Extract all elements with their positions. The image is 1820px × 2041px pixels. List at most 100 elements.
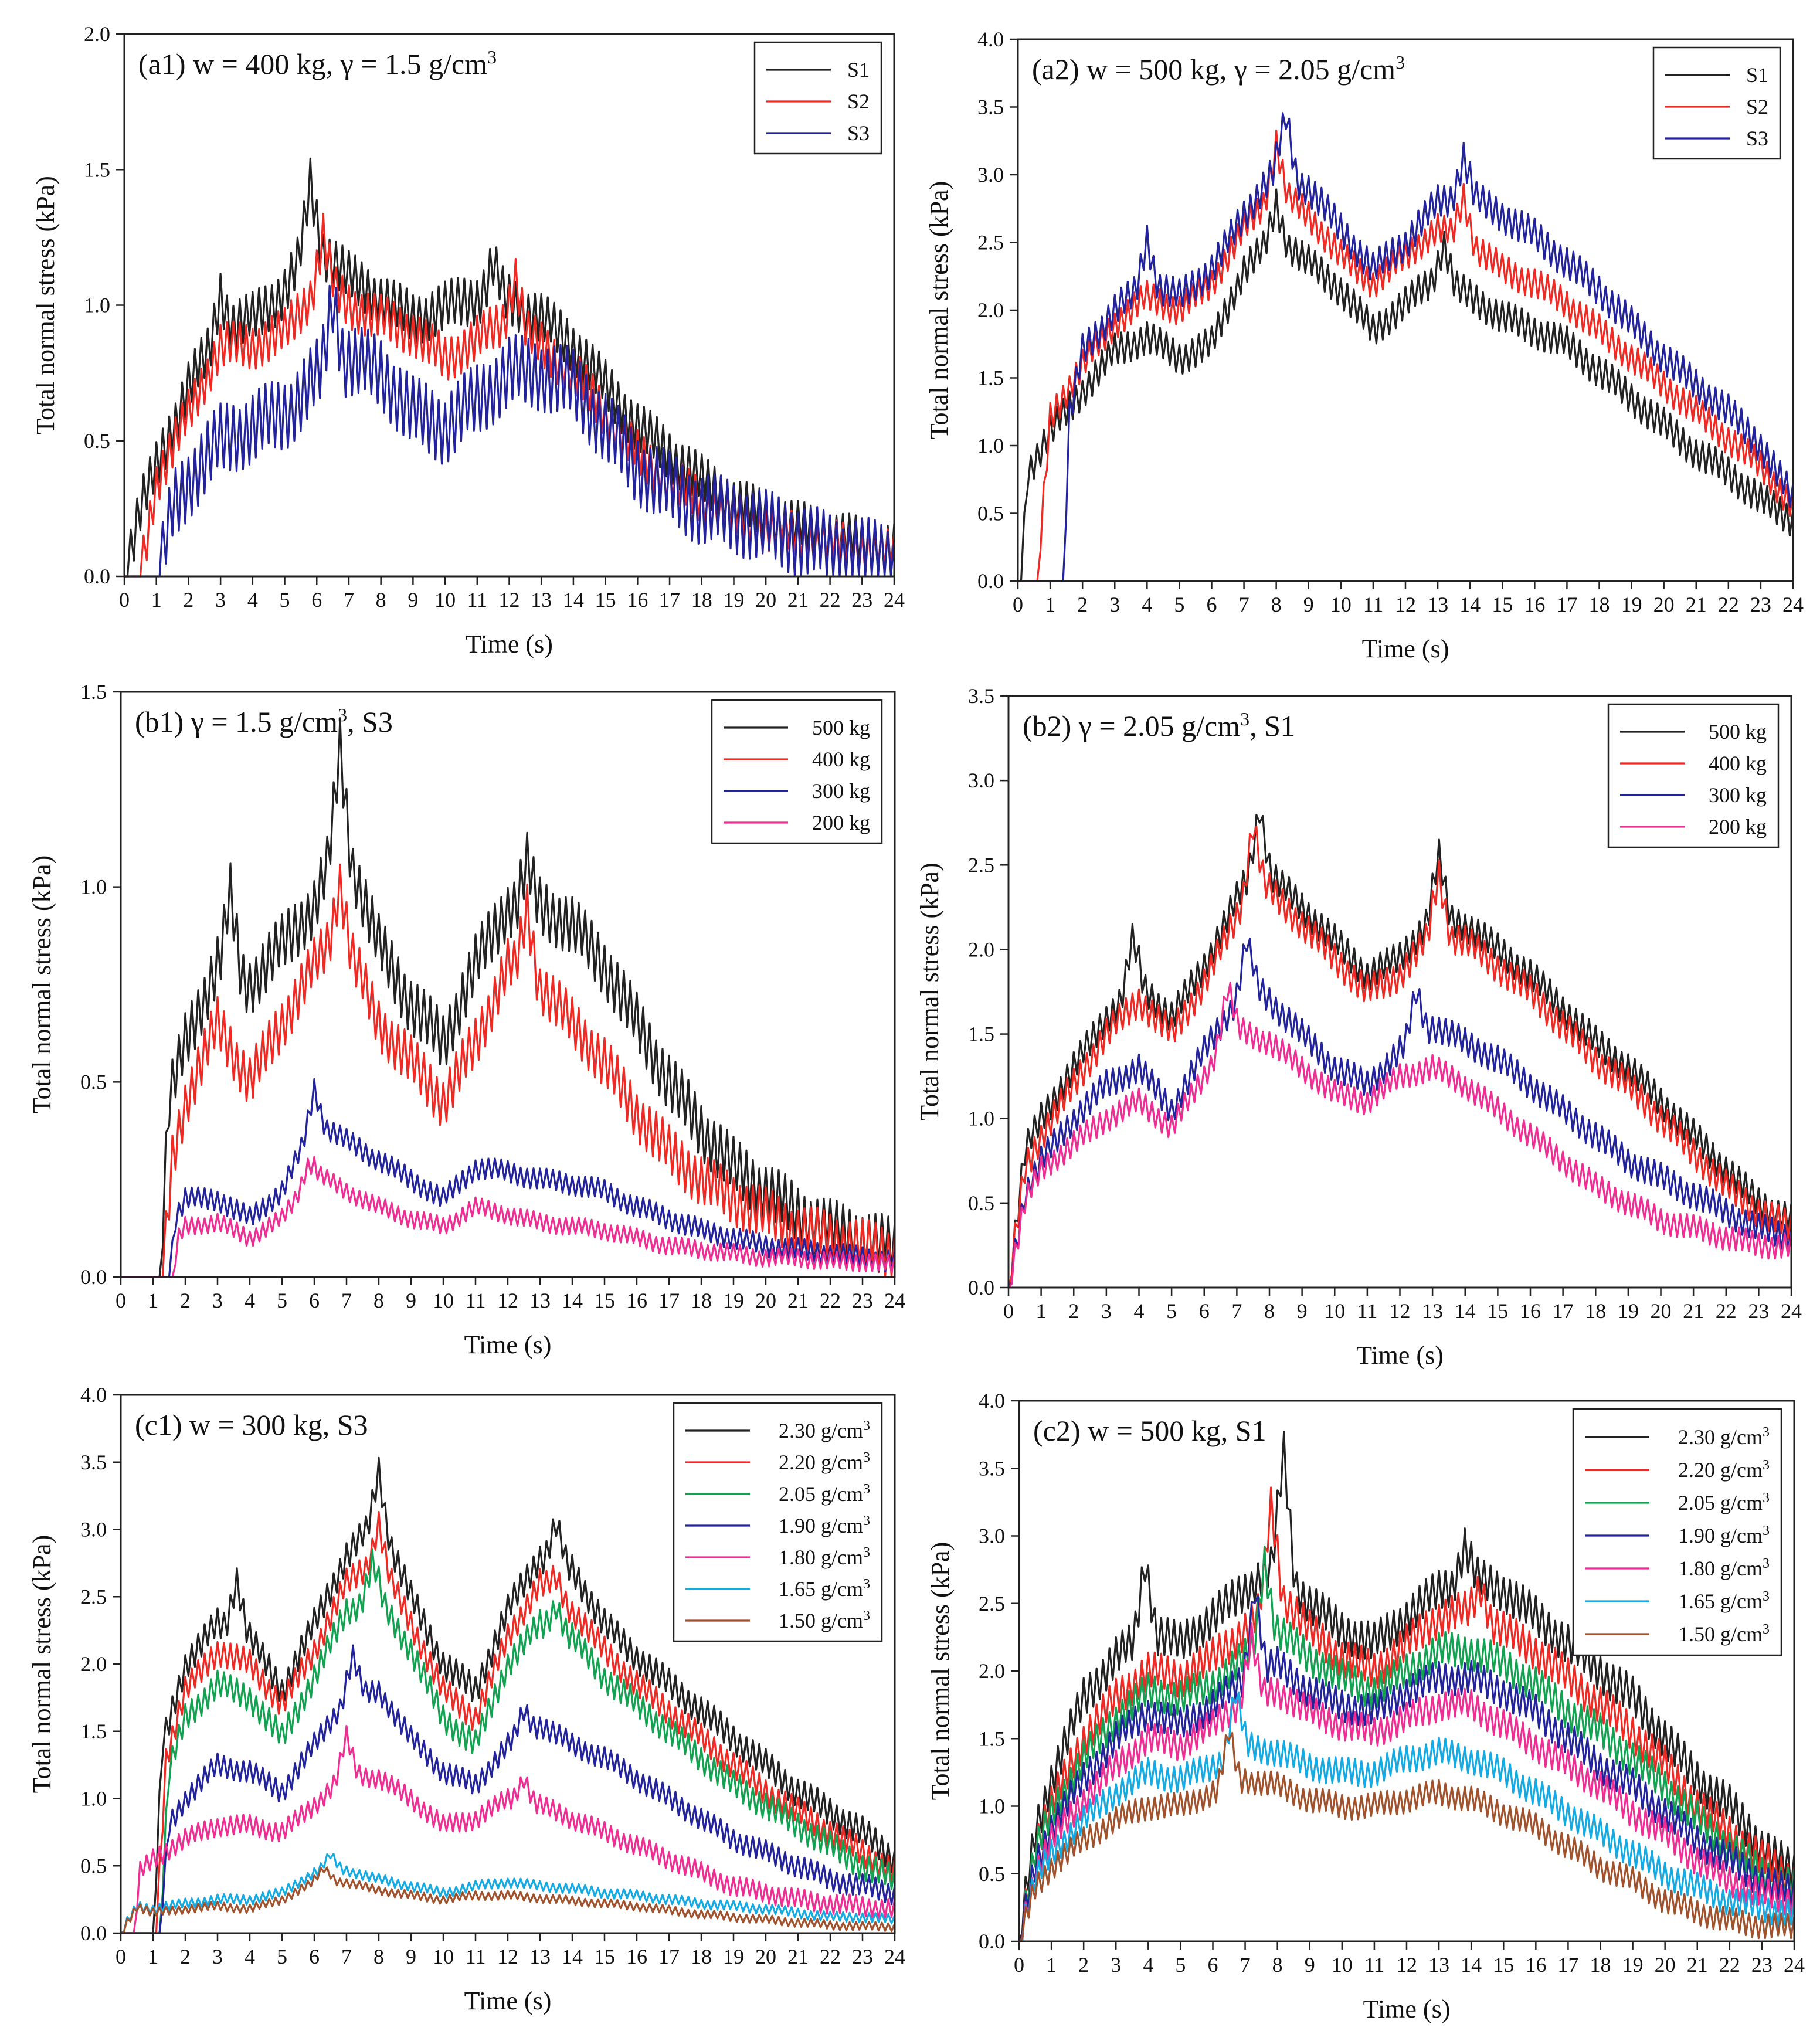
y-tick-label: 0.5 (80, 1070, 107, 1093)
x-tick-label: 1 (1045, 593, 1055, 616)
legend-entry: 1.80 g/cm3 (1678, 1556, 1770, 1580)
y-axis-label: Total normal stress (kPa) (31, 176, 60, 434)
x-tick-label: 7 (1239, 593, 1249, 616)
x-tick-label: 19 (723, 1945, 744, 1968)
y-tick-label: 0.0 (84, 565, 110, 588)
chart-panel-b1: 0 1 2 3 4 5 6 7 8 9 10 11 12 13 14 15 16 17 18 19 20 21 22 23 24… (28, 680, 905, 1359)
y-tick-label: 1.5 (84, 158, 110, 181)
chart-panel-b2: 0 1 2 3 4 5 6 7 8 9 10 11 12 13 14 15 16 17 18 19 20 21 22 23 24… (915, 684, 1802, 1370)
x-tick-label: 0 (119, 588, 130, 612)
legend-entry: S2 (1746, 95, 1768, 118)
x-tick-label: 15 (594, 1289, 615, 1312)
series-lines (1009, 814, 1791, 1289)
x-tick-label: 8 (376, 588, 386, 612)
x-tick-label: 20 (755, 588, 776, 612)
x-tick-label: 16 (1520, 1299, 1541, 1323)
series-line-b2-2 (1009, 938, 1791, 1288)
x-tick-label: 5 (1175, 1953, 1186, 1977)
x-tick-label: 19 (723, 588, 744, 612)
x-tick-label: 10 (1332, 1953, 1353, 1977)
x-tick-label: 7 (1240, 1953, 1251, 1977)
x-tick-label: 9 (1303, 593, 1314, 616)
x-tick-label: 22 (820, 1289, 841, 1312)
x-tick-label: 11 (467, 588, 487, 612)
y-tick-label: 0.0 (977, 569, 1004, 593)
x-tick-label: 2 (1078, 1953, 1089, 1977)
legend-entry: 2.05 g/cm3 (779, 1482, 870, 1506)
x-tick-label: 23 (852, 1289, 873, 1312)
x-axis-label: Time (s) (1363, 1995, 1451, 2023)
x-tick-label: 14 (1461, 1953, 1482, 1977)
legend-box (673, 1402, 883, 1642)
legend-entry: 2.05 g/cm3 (1678, 1490, 1770, 1514)
legend-box (711, 699, 883, 844)
panel-title: (c1) w = 300 kg, S3 (135, 1408, 368, 1441)
series-line-b2-1 (1009, 825, 1791, 1288)
x-tick-label: 2 (180, 1289, 191, 1312)
series-line-b1-1 (121, 863, 895, 1278)
y-tick-label: 3.5 (968, 684, 994, 708)
series-line-c1-6 (121, 1866, 895, 1934)
x-tick-label: 1 (148, 1289, 158, 1312)
x-tick-label: 24 (1782, 593, 1804, 616)
x-tick-label: 20 (755, 1289, 776, 1312)
x-tick-label: 6 (1199, 1299, 1210, 1323)
legend-entry: S3 (1746, 127, 1768, 150)
x-tick-label: 20 (1653, 593, 1675, 616)
x-tick-label: 0 (116, 1289, 126, 1312)
x-tick-label: 10 (434, 588, 456, 612)
y-tick-label: 2.0 (977, 298, 1004, 322)
x-tick-label: 12 (1390, 1299, 1411, 1323)
y-tick-label: 2.0 (968, 938, 994, 961)
x-tick-label: 16 (626, 1945, 647, 1968)
y-tick-label: 1.5 (968, 1023, 994, 1046)
x-tick-label: 3 (1101, 1299, 1112, 1323)
x-tick-label: 3 (1109, 593, 1120, 616)
y-axis-label: Total normal stress (kPa) (915, 862, 944, 1121)
x-axis-label: Time (s) (1362, 634, 1449, 663)
y-tick-label: 0.0 (80, 1921, 107, 1945)
chart-panel-c1: 0 1 2 3 4 5 6 7 8 9 10 11 12 13 14 15 16 17 18 19 20 21 22 23 24… (28, 1383, 905, 2015)
x-tick-label: 5 (277, 1289, 287, 1312)
y-tick-label: 1.0 (968, 1107, 994, 1130)
y-tick-label: 1.0 (80, 1787, 107, 1811)
y-tick-label: 4.0 (977, 28, 1004, 51)
panel-title: (c2) w = 500 kg, S1 (1033, 1414, 1266, 1447)
x-tick-label: 6 (309, 1945, 320, 1968)
y-tick-label: 2.5 (979, 1592, 1005, 1615)
x-tick-label: 17 (658, 1289, 680, 1312)
series-line-a1-2 (124, 284, 894, 578)
panel-title: (b2) γ = 2.05 g/cm3, S1 (1023, 708, 1295, 742)
x-tick-label: 17 (659, 588, 680, 612)
x-tick-label: 15 (1493, 1953, 1514, 1977)
x-axis-label: Time (s) (466, 630, 553, 658)
svg-text:(b1) γ = 1.5 g/cm3, S3: (b1) γ = 1.5 g/cm3, S3 (135, 704, 393, 738)
x-tick-label: 21 (1686, 593, 1707, 616)
x-tick-label: 11 (466, 1289, 486, 1312)
x-tick-label: 16 (1525, 1953, 1546, 1977)
x-tick-label: 1 (1046, 1953, 1057, 1977)
legend: S1 S2 S3 (1652, 46, 1781, 160)
x-tick-label: 3 (1111, 1953, 1121, 1977)
svg-text:(b2) γ = 2.05 g/cm3, S1: (b2) γ = 2.05 g/cm3, S1 (1023, 708, 1295, 742)
x-tick-label: 21 (1683, 1299, 1704, 1323)
y-tick-label: 1.5 (979, 1727, 1005, 1750)
series-line-c1-1 (121, 1510, 895, 1934)
series-line-b1-3 (121, 1156, 895, 1278)
series-lines (1019, 1430, 1794, 1942)
x-tick-label: 8 (1271, 593, 1282, 616)
legend-entry: 1.90 g/cm3 (1678, 1523, 1770, 1547)
series-lines (121, 1456, 895, 1934)
x-tick-label: 4 (1143, 1953, 1153, 1977)
legend-entry: 1.65 g/cm3 (1678, 1589, 1770, 1613)
x-tick-label: 9 (1305, 1953, 1315, 1977)
series-lines (124, 157, 894, 578)
legend-box (1572, 1408, 1782, 1656)
x-tick-label: 20 (755, 1945, 776, 1968)
legend-entry: 400 kg (1709, 752, 1767, 775)
y-tick-label: 3.5 (979, 1456, 1005, 1480)
x-tick-label: 7 (1231, 1299, 1242, 1323)
y-tick-label: 2.5 (977, 231, 1004, 254)
x-tick-label: 14 (1459, 593, 1481, 616)
